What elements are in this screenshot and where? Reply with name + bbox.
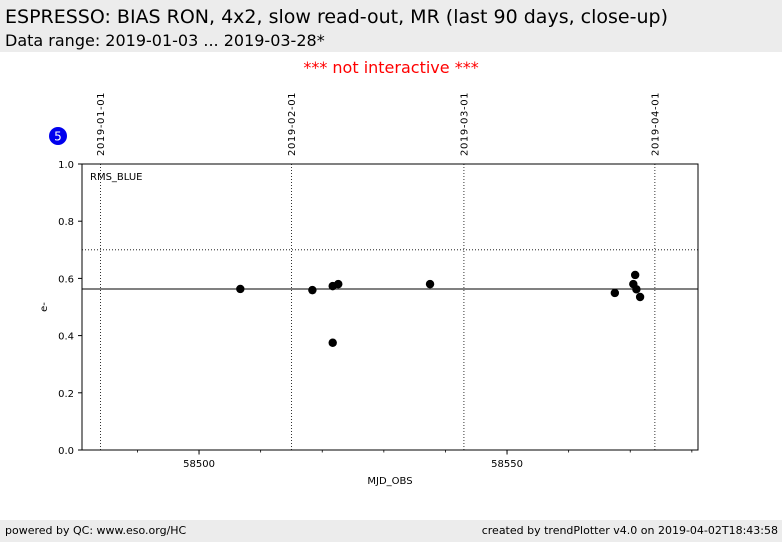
y-tick-label: 1.0 (58, 160, 74, 171)
date-marker-label: 2019-02-01 (287, 92, 298, 156)
footer-bar: powered by QC: www.eso.org/HC created by… (0, 520, 782, 542)
footer-powered-by: powered by QC: www.eso.org/HC (5, 524, 187, 537)
data-point (334, 279, 343, 289)
y-tick-label: 0.0 (58, 446, 74, 457)
x-axis-label: MJD_OBS (367, 476, 412, 487)
panel-label: RMS_BLUE (90, 172, 143, 183)
trend-chart: 2019-01-01 2019-02-01 2019-03-01 2019-04-01… (39, 92, 699, 487)
data-point (328, 338, 337, 347)
data-point (308, 285, 317, 295)
data-point (610, 288, 620, 298)
date-marker-label: 2019-04-01 (650, 92, 661, 156)
count-badge (49, 127, 67, 145)
data-point (236, 284, 245, 294)
plot-frame (81, 163, 699, 451)
data-point (632, 285, 641, 294)
y-tick-label: 0.4 (58, 332, 74, 343)
page-title: ESPRESSO: BIAS RON, 4x2, slow read-out, … (5, 6, 668, 28)
footer-created-by: created by trendPlotter v4.0 on 2019-04-… (481, 524, 778, 537)
grid-layer (100, 164, 656, 450)
data-range-subtitle: Data range: 2019-01-03 ... 2019-03-28* (5, 31, 325, 50)
y-tick-label: 0.8 (58, 217, 74, 228)
axes-layer (78, 163, 699, 455)
y-tick-label: 0.6 (58, 274, 74, 285)
data-point (630, 270, 640, 280)
x-tick-label: 58500 (183, 459, 215, 470)
data-point (635, 292, 645, 302)
y-axis-label: e- (39, 302, 50, 312)
y-tick-label: 0.2 (58, 389, 74, 400)
header-bar: ESPRESSO: BIAS RON, 4x2, slow read-out, … (0, 0, 782, 52)
count-badge-value: 5 (54, 130, 62, 144)
data-points-layer (236, 270, 645, 347)
not-interactive-notice: *** not interactive *** (303, 58, 479, 77)
date-marker-label: 2019-03-01 (459, 92, 470, 156)
date-marker-label: 2019-01-01 (96, 92, 107, 156)
x-tick-label: 58550 (491, 459, 523, 470)
reference-lines-layer (82, 249, 698, 290)
data-point (425, 279, 435, 289)
chart-text-layer: 2019-01-01 2019-02-01 2019-03-01 2019-04-01… (39, 92, 661, 487)
